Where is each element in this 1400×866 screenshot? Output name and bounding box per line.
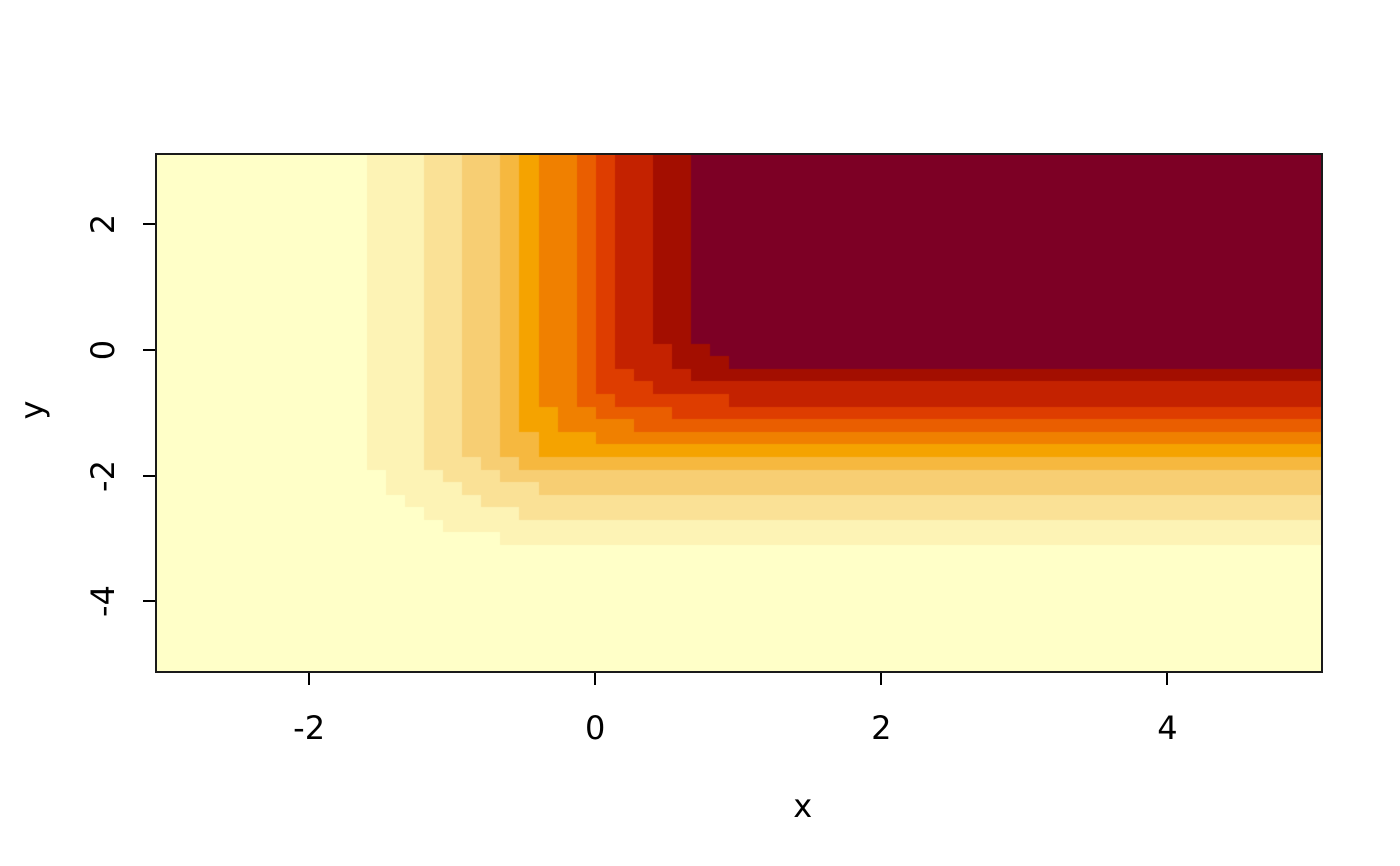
x-tick-label: 2: [871, 709, 892, 747]
y-tick-label: -4: [84, 585, 122, 618]
heatmap-canvas: [156, 154, 1321, 671]
x-axis-tick: [594, 670, 597, 685]
x-tick-label: 4: [1157, 709, 1178, 747]
x-tick-label: -2: [293, 709, 326, 747]
x-axis-tick: [880, 670, 883, 685]
y-axis-tick: [142, 222, 157, 225]
y-tick-label: 0: [84, 339, 122, 360]
y-tick-label: 2: [84, 213, 122, 235]
x-axis-title: x: [793, 787, 813, 825]
x-axis-tick: [308, 670, 311, 685]
y-axis-title: y: [13, 400, 51, 420]
y-axis-tick: [142, 600, 157, 603]
x-axis-tick: [1166, 670, 1169, 685]
y-tick-label: -2: [84, 459, 122, 492]
y-axis-tick: [142, 348, 157, 351]
y-axis-tick: [142, 474, 157, 477]
x-tick-label: 0: [585, 709, 606, 747]
